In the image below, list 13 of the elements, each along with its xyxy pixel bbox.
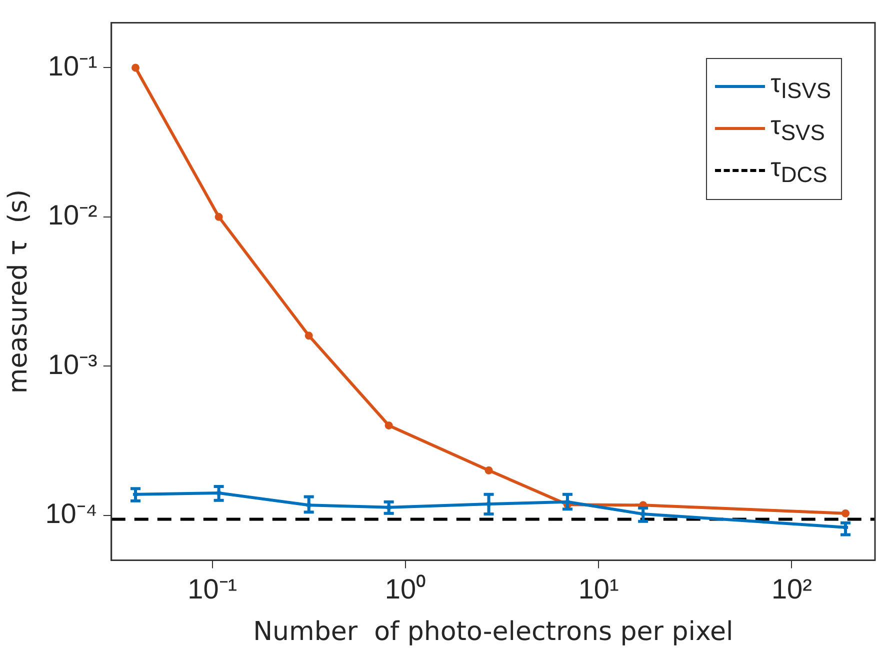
legend-label: τ$_{ISVS}$: [770, 68, 831, 104]
x-axis-title: Number of photo-electrons per pixel: [253, 617, 734, 648]
x-tick-label: 10²: [771, 574, 812, 605]
x-tick-label: 10¹: [578, 574, 619, 605]
x-tick-label: 10⁻¹: [188, 574, 238, 605]
y-tick-label: 10⁻³: [48, 348, 98, 380]
legend-label: τ$_{DCS}$: [770, 152, 828, 188]
y-tick-label: 10⁻¹: [48, 50, 98, 82]
x-tick-label: 10⁰: [384, 574, 426, 605]
y-axis-title: measured τ (s): [3, 189, 34, 394]
y-tick-label: 10⁻²: [48, 200, 98, 231]
legend-label: τ$_{SVS}$: [770, 110, 825, 146]
y-tick-label: 10⁻⁴: [45, 498, 98, 530]
